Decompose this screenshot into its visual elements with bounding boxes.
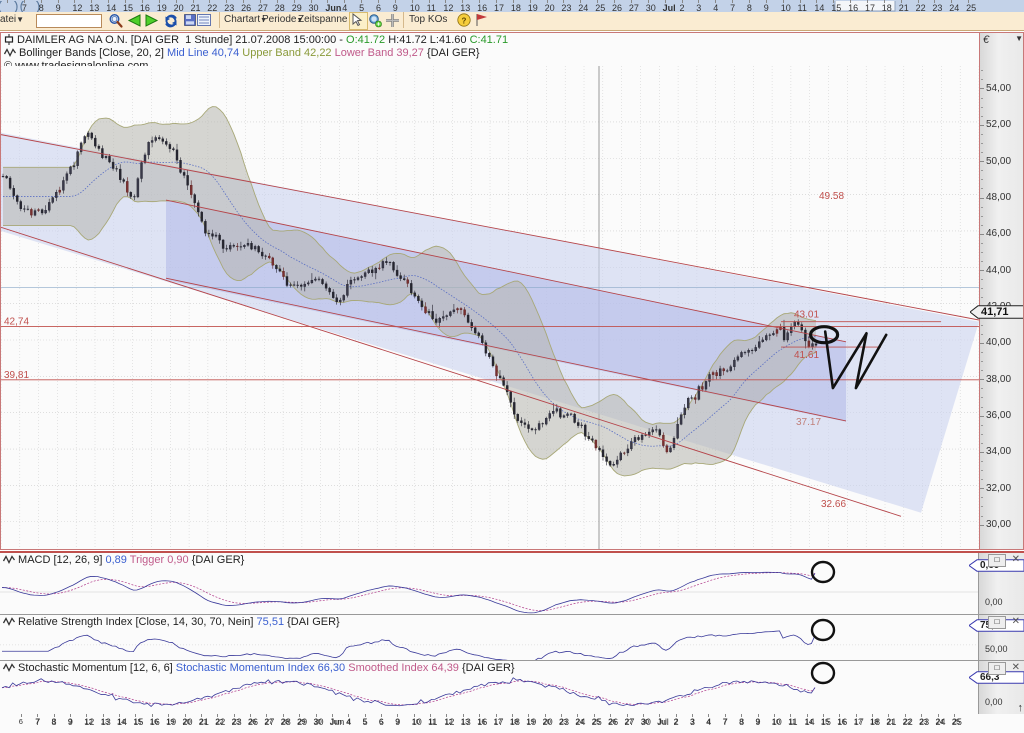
svg-text:43.01: 43.01 bbox=[794, 310, 819, 321]
svg-text:42,74: 42,74 bbox=[4, 317, 29, 328]
svg-text:37.17: 37.17 bbox=[796, 417, 821, 428]
svg-text:32.66: 32.66 bbox=[821, 499, 846, 510]
svg-text:41.61: 41.61 bbox=[794, 350, 819, 361]
svg-text:39,81: 39,81 bbox=[4, 370, 29, 381]
svg-text:49.58: 49.58 bbox=[819, 191, 844, 202]
svg-text:?: ? bbox=[462, 17, 467, 26]
